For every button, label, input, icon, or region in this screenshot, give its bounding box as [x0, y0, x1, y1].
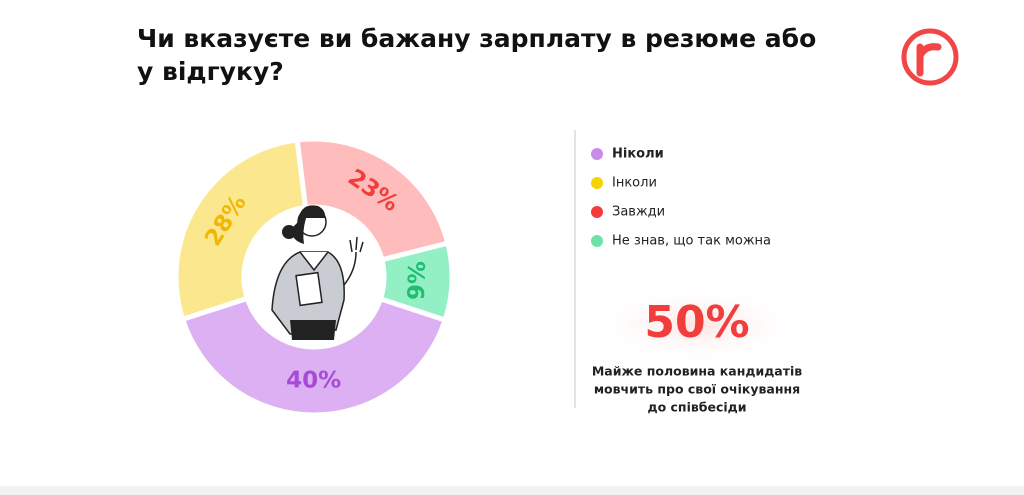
- legend-marker: [591, 235, 603, 247]
- bottom-strip: [0, 486, 1024, 495]
- callout-text: до співбесіди: [647, 400, 746, 415]
- legend-marker: [591, 148, 603, 160]
- slice: [179, 295, 449, 418]
- legend-marker: [591, 177, 603, 189]
- slice-label: 9%: [404, 261, 431, 301]
- slice: [294, 136, 451, 263]
- callout-text: Майже половина кандидатів: [592, 364, 802, 379]
- legend-marker: [591, 206, 603, 218]
- logo[interactable]: [901, 28, 959, 86]
- legend-label: Завжди: [612, 205, 665, 220]
- legend-label: Ніколи: [612, 147, 664, 162]
- callout-glow: [587, 285, 807, 365]
- legend-label: Інколи: [612, 176, 657, 191]
- callout-text: мовчить про свої очікування: [594, 382, 800, 397]
- callout-headline: 50%: [644, 297, 749, 348]
- slice-label: 40%: [286, 367, 341, 393]
- slice: [173, 137, 309, 323]
- legend-label: Не знав, що так можна: [612, 234, 771, 249]
- chart-title: Чи вказуєте ви бажану зарплату в резюме …: [137, 24, 817, 86]
- illustration: [248, 205, 380, 343]
